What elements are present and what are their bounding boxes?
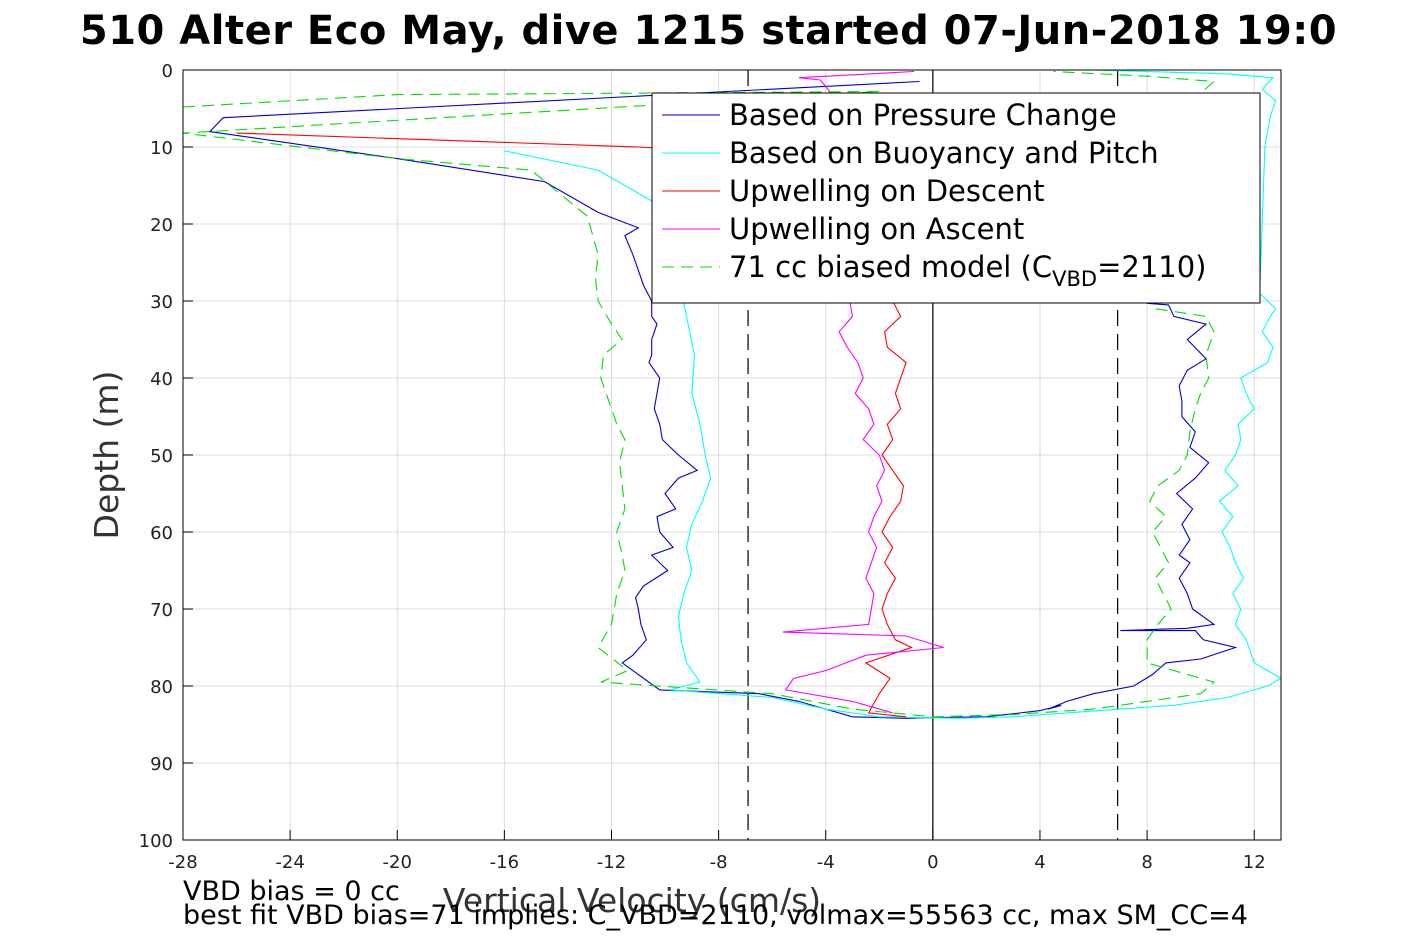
x-tick-label: 0 — [927, 852, 938, 873]
vbd-bias-note: VBD bias = 0 cc — [183, 876, 400, 907]
x-tick-label: -20 — [383, 852, 412, 873]
legend-label: Upwelling on Descent — [729, 174, 1045, 208]
y-tick-label: 90 — [150, 754, 173, 775]
chart-title: 510 Alter Eco May, dive 1215 started 07-… — [79, 8, 1338, 54]
y-tick-label: 50 — [150, 446, 173, 467]
x-tick-label: -4 — [817, 852, 835, 873]
y-tick-label: 70 — [150, 600, 173, 621]
legend-label: Upwelling on Ascent — [729, 212, 1024, 246]
x-tick-label: -28 — [168, 852, 197, 873]
x-tick-label: -12 — [597, 852, 626, 873]
legend-label: 71 cc biased model (CVBD=2110) — [729, 250, 1207, 291]
x-tick-label: -8 — [710, 852, 728, 873]
ticks: -28 -24 -20 -16 -12 -8 -4 0 4 8 12 0 10 20 30 40 50 60 70 8… — [139, 61, 1266, 873]
y-tick-label: 30 — [150, 292, 173, 313]
series-line-4 — [782, 70, 944, 714]
y-tick-label: 80 — [150, 677, 173, 698]
x-tick-label: 12 — [1243, 852, 1266, 873]
series-line-1 — [208, 80, 1238, 719]
y-tick-label: 10 — [150, 138, 173, 159]
legend-box — [651, 92, 1261, 304]
series-line-2 — [504, 69, 1283, 719]
series-line-5 — [182, 70, 1216, 718]
y-tick-label: 0 — [162, 61, 173, 82]
x-tick-label: -24 — [275, 852, 304, 873]
y-tick-label: 40 — [150, 369, 173, 390]
series-line-3 — [236, 132, 913, 718]
y-tick-label: 20 — [150, 215, 173, 236]
y-tick-label: 100 — [139, 831, 173, 852]
x-tick-label: 8 — [1141, 852, 1152, 873]
x-tick-label: -16 — [490, 852, 519, 873]
x-tick-label: 4 — [1034, 852, 1045, 873]
legend[interactable]: Based on Pressure Change Based on Buoyanc… — [651, 92, 1261, 304]
series-lines — [182, 69, 1283, 719]
legend-label: Based on Buoyancy and Pitch — [729, 136, 1159, 170]
y-axis-label: Depth (m) — [87, 371, 126, 540]
x-axis-label: Vertical Velocity (cm/s) — [443, 881, 821, 920]
best-fit-note: best fit VBD bias=71 implies: C_VBD=2110… — [183, 900, 1248, 931]
y-tick-label: 60 — [150, 523, 173, 544]
legend-label: Based on Pressure Change — [729, 98, 1117, 132]
